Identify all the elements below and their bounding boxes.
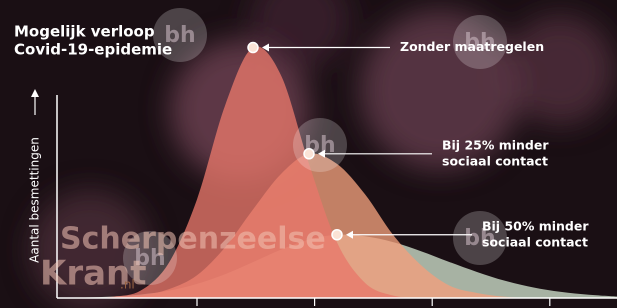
peak-marker xyxy=(248,43,258,53)
annotation: Bij 25% minder xyxy=(442,137,549,152)
title: Mogelijk verloop xyxy=(14,23,155,41)
watermark-text: Scherpenzeelse xyxy=(60,222,326,257)
peak-marker xyxy=(332,230,342,240)
title: Covid-19-epidemie xyxy=(14,41,172,59)
peak-marker xyxy=(304,149,314,159)
annotation: sociaal contact xyxy=(482,234,588,249)
page: {"chart_data": {"type": "area", "title":… xyxy=(0,0,617,308)
annotation: sociaal contact xyxy=(442,153,548,168)
y-arrow-head xyxy=(31,89,39,97)
annotation: Bij 50% minder xyxy=(482,218,589,233)
chart: bhbhbhbhbh Aantal besmettingen Mogelijk … xyxy=(0,0,617,308)
y-axis-label: Aantal besmettingen xyxy=(28,137,42,263)
watermark-text: .nl xyxy=(120,278,135,292)
annotation: Zonder maatregelen xyxy=(400,39,544,54)
